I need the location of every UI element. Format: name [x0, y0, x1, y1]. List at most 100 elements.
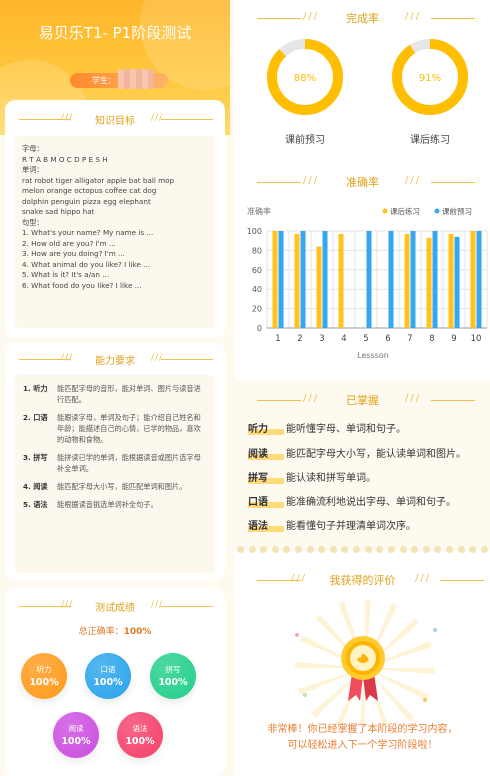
y-tick-label: 100 [247, 227, 262, 236]
bar-课前预习-9 [454, 236, 460, 328]
ability-key: 4. 阅读 [23, 482, 48, 491]
mastered-desc: 能看懂句子并理清单词次序。 [286, 521, 416, 532]
bar-课后练习-9 [448, 233, 454, 328]
ability-key: 3. 拼写 [23, 453, 48, 462]
divider-dot [457, 546, 465, 553]
bar-课前预习-2 [300, 231, 306, 328]
x-tick-label: 8 [429, 334, 434, 344]
sunburst-ray [365, 668, 435, 675]
score-label: 口语 [100, 665, 116, 674]
mastered-desc: 能认读和拼写单词。 [286, 473, 376, 484]
ability-desc: 能匹配字母的音形，能对单词、图片与读音进行匹配。 [57, 384, 201, 404]
medal-icon [341, 636, 385, 701]
score-value: 100% [61, 736, 91, 747]
bar-课前预习-10 [476, 231, 482, 328]
ability-desc: 能跟读字母，单词及句子；能介绍自己姓名和年龄；能描述自己的心情，已学的物品，喜欢… [57, 413, 201, 444]
x-tick-label: 3 [319, 334, 324, 344]
donut-arc [392, 39, 468, 115]
ability-section-title: /// 能力要求 /// [5, 352, 225, 367]
accuracy-chart: 准确率 课后练习 课前预习 0 20 40 60 80 100 1 2 3 4 5 6 7 8 9 10 Lessso… [245, 200, 490, 365]
divider-dot [387, 546, 395, 553]
evaluation-title: 我获得的评价 [329, 574, 396, 587]
ability-title: 能力要求 [95, 356, 135, 367]
bar-课前预习-6 [388, 231, 394, 328]
bar-课后练习-7 [404, 233, 410, 328]
student-name-redacted [118, 69, 154, 89]
sentence-item: 6. What food do you like? I like ... [22, 280, 142, 290]
ability-card: /// 能力要求 /// 1. 听力 能匹配字母的音形，能对单词、图片与读音进行匹… [5, 343, 225, 580]
donut-label: 课后练习 [410, 135, 450, 146]
mastered-row: 口语 能准确流利地说出字母、单词和句子。 [248, 493, 456, 508]
ability-content: 1. 听力 能匹配字母的音形，能对单词、图片与读音进行匹配。 2. 口语 能跟读字母… [15, 375, 215, 573]
student-label: 学生： [92, 76, 116, 85]
divider-dot [399, 546, 407, 553]
ability-row: 4. 阅读 能匹配字母大小写，能匹配单词和图片。 [23, 481, 207, 492]
donut-value: 88% [294, 73, 316, 84]
score-value: 100% [29, 677, 59, 688]
bar-课前预习-5 [366, 231, 372, 328]
ability-row: 1. 听力 能匹配字母的音形，能对单词、图片与读音进行匹配。 [23, 383, 207, 405]
sentence-item: 2. How old are you? I'm ... [22, 238, 116, 248]
divider-dot [306, 546, 314, 553]
mastered-desc: 能听懂字母、单词和句子。 [286, 424, 406, 435]
y-tick-label: 0 [257, 324, 262, 333]
divider-dot [237, 546, 244, 553]
x-tick-label: 4 [341, 334, 346, 344]
sunburst-ray [365, 668, 415, 722]
ability-desc: 能拼读已学的单词，能根据读音或图片选字母补全单词。 [57, 453, 201, 473]
divider-dot [248, 546, 256, 553]
donut-value: 91% [419, 73, 441, 84]
x-tick-label: 2 [297, 334, 302, 344]
x-tick-label: 6 [385, 334, 390, 344]
column-divider [230, 0, 235, 776]
knowledge-content: 字母： R T A B M O C D P E S H 单词： rat robo… [15, 136, 215, 328]
ability-desc: 能匹配字母大小写，能匹配单词和图片。 [57, 482, 187, 491]
sentence-item: 4. What animal do you like? I like ... [22, 259, 150, 269]
results-section-title: /// 测试成绩 /// [5, 599, 225, 614]
bar-课后练习-2 [294, 233, 300, 328]
total-accuracy: 总正确率：100% [5, 624, 225, 637]
divider-dot [434, 546, 442, 553]
divider-dot [411, 546, 419, 553]
praise-line: 非常棒！你已经掌握了本阶段的学习内容， [267, 724, 458, 735]
score-circle-3: 拼写 100% [150, 653, 196, 699]
bar-课后练习-3 [316, 246, 322, 328]
x-tick-label: 1 [275, 334, 280, 344]
mastered-key: 听力 [248, 420, 284, 435]
sunburst-ray [298, 668, 365, 695]
word-line: rat robot tiger alligator apple bat ball… [22, 175, 175, 185]
sentence-item: 3. How are you doing? I'm ... [22, 249, 125, 258]
divider-dot [318, 546, 326, 553]
mastered-row: 拼写 能认读和拼写单词。 [248, 469, 376, 484]
bar-课前预习-7 [410, 231, 416, 328]
y-tick-label: 20 [252, 305, 262, 314]
divider-dot [271, 546, 279, 553]
divider-dot [283, 546, 291, 553]
donut-arc [267, 39, 343, 115]
total-value: 100% [123, 627, 152, 637]
divider-dot [469, 546, 477, 553]
score-label: 拼写 [165, 665, 181, 674]
mastered-key: 阅读 [248, 445, 284, 460]
ability-key: 2. 口语 [23, 413, 48, 422]
knowledge-section-title: /// 知识目标 /// [5, 112, 225, 127]
divider-dot [364, 546, 372, 553]
mastered-row: 语法 能看懂句子并理清单词次序。 [248, 517, 416, 532]
score-value: 100% [125, 736, 155, 747]
bar-课后练习-8 [426, 237, 432, 328]
ability-key: 1. 听力 [23, 384, 48, 393]
mastered-desc: 能匹配字母大小写，能认读单词和图片。 [286, 449, 466, 460]
ability-desc: 能根据读音挑选单词补全句子。 [57, 500, 158, 509]
mastered-row: 听力 能听懂字母、单词和句子。 [248, 420, 406, 435]
divider-dot [329, 546, 337, 553]
word-line: snake sad hippo hat [22, 207, 95, 216]
score-value: 100% [158, 677, 188, 688]
divider-dot [353, 546, 361, 553]
score-label: 听力 [36, 665, 52, 674]
mastered-desc: 能准确流利地说出字母、单词和句子。 [286, 497, 456, 508]
ability-row: 5. 语法 能根据读音挑选单词补全句子。 [23, 499, 207, 510]
donut-label: 课前预习 [285, 135, 325, 146]
words-label: 单词： [22, 165, 44, 174]
divider-dot [260, 546, 268, 553]
